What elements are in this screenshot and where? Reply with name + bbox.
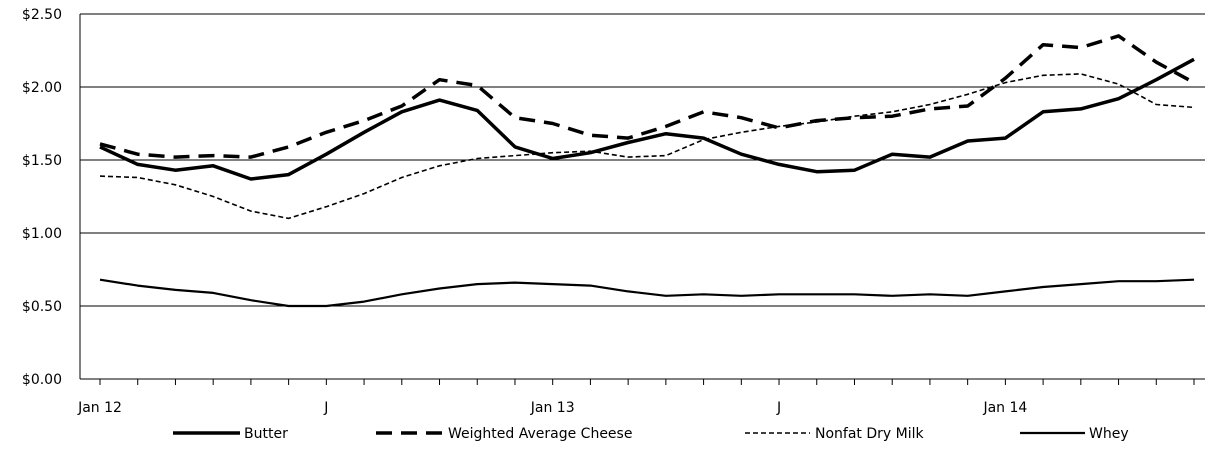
legend-item: Butter <box>173 426 288 442</box>
y-tick-label: $0.00 <box>22 372 62 388</box>
x-tick-label: J <box>323 400 328 416</box>
legend-item: Whey <box>1020 426 1129 442</box>
legend: Butter Weighted Average Cheese Nonfat Dry … <box>173 426 1129 442</box>
x-tick-label: Jan 14 <box>982 400 1027 416</box>
y-tick-label: $1.00 <box>22 226 62 242</box>
legend-label: Weighted Average Cheese <box>448 426 632 442</box>
series-lines <box>99 34 1195 308</box>
x-tick-label: J <box>776 400 781 416</box>
legend-item: Nonfat Dry Milk <box>745 426 924 442</box>
y-tick-label: $1.50 <box>22 153 62 169</box>
series-line-1 <box>99 57 1195 181</box>
series-line-4 <box>99 278 1195 308</box>
y-tick-label: $2.00 <box>22 80 62 96</box>
legend-label: Nonfat Dry Milk <box>815 426 924 442</box>
legend-label: Butter <box>244 426 288 442</box>
legend-item: Weighted Average Cheese <box>376 426 632 442</box>
y-tick-label: $0.50 <box>22 299 62 315</box>
legend-label: Whey <box>1089 426 1129 442</box>
x-tick-label: Jan 12 <box>77 400 122 416</box>
x-tick-label: Jan 13 <box>530 400 575 416</box>
gridlines <box>80 13 1205 307</box>
series-line-2 <box>99 34 1195 159</box>
series-line-3 <box>99 73 1195 220</box>
axes: $0.00 $0.50 $1.00 $1.50 $2.00 $2.50 Jan 12 J Jan… <box>22 7 1205 416</box>
y-tick-label: $2.50 <box>22 7 62 23</box>
